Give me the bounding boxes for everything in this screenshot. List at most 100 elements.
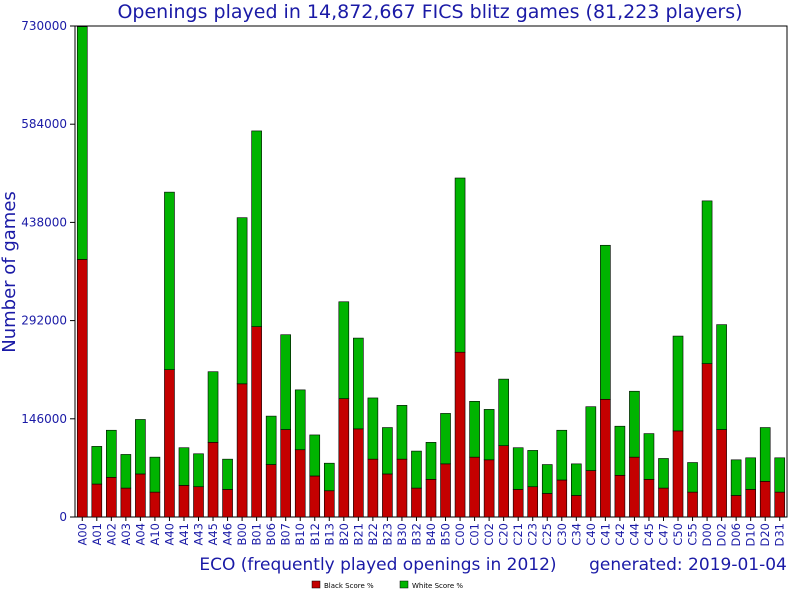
bar-black-c47: [658, 487, 669, 518]
x-tick-label: B01: [250, 523, 264, 546]
bar-white-c45: [643, 433, 655, 480]
bar-black-c20: [498, 445, 509, 518]
bar-black-c00: [454, 351, 466, 518]
bar-black-b01: [251, 326, 262, 518]
bar-white-b12: [309, 434, 321, 477]
x-axis-label: ECO (frequently played openings in 2012): [199, 555, 556, 575]
bar-black-b40: [425, 479, 437, 518]
x-tick-label: B50: [439, 523, 453, 546]
bar-black-d06: [730, 495, 742, 518]
bar-black-a10: [149, 491, 161, 518]
bar-black-b07: [280, 429, 291, 518]
x-tick-label: A10: [148, 523, 162, 546]
bar-black-c21: [512, 489, 524, 518]
x-tick-label: C25: [540, 523, 554, 546]
bar-white-b01: [251, 130, 262, 327]
y-tick-label: 292000: [21, 314, 67, 328]
bar-black-c45: [643, 479, 655, 518]
x-tick-label: C02: [482, 523, 496, 546]
bar-white-b32: [411, 450, 422, 489]
generated-date: generated: 2019-01-04: [589, 555, 787, 575]
legend: Black Score % White Score %: [311, 580, 463, 590]
bar-white-a02: [106, 429, 117, 478]
x-tick-label: A45: [206, 523, 220, 546]
bar-white-b00: [236, 217, 248, 385]
bar-white-a45: [207, 371, 219, 443]
bar-white-c55: [687, 462, 698, 493]
bar-white-c34: [571, 463, 582, 496]
bar-black-b06: [265, 464, 277, 518]
bar-white-b30: [396, 405, 408, 460]
bar-black-c55: [687, 491, 698, 518]
bar-white-a46: [222, 458, 233, 490]
bar-black-d02: [716, 429, 727, 518]
bar-black-a02: [106, 477, 117, 518]
bar-black-a40: [164, 369, 175, 518]
x-tick-label: B23: [380, 523, 394, 546]
bar-white-c50: [672, 335, 684, 432]
bar-white-b13: [323, 462, 335, 492]
x-tick-label: B30: [395, 523, 409, 546]
x-tick-label: C44: [627, 523, 641, 546]
x-tick-label: A40: [162, 523, 176, 546]
bar-white-c02: [483, 409, 495, 461]
x-tick-label: C01: [468, 523, 482, 546]
bar-white-a40: [164, 191, 175, 370]
x-tick-label: A01: [90, 523, 104, 546]
x-tick-label: A03: [119, 523, 133, 546]
y-tick-label: 730000: [21, 19, 67, 33]
x-tick-label: D10: [744, 523, 758, 547]
bar-black-c02: [483, 459, 495, 518]
x-tick-label: A02: [104, 523, 118, 546]
bar-white-c25: [541, 464, 553, 494]
bar-black-c41: [600, 398, 611, 518]
x-tick-label: C50: [671, 523, 685, 546]
bar-white-b40: [425, 442, 437, 480]
x-tick-label: B13: [322, 523, 336, 546]
bar-black-b13: [323, 490, 335, 518]
x-tick-label: B20: [337, 523, 351, 546]
bar-white-d06: [730, 459, 742, 496]
x-tick-label: B10: [293, 523, 307, 546]
bar-white-c44: [629, 390, 640, 458]
bar-black-a41: [178, 485, 190, 518]
bar-white-c21: [512, 447, 524, 490]
legend-label-black: Black Score %: [324, 582, 374, 590]
bar-white-d00: [701, 200, 713, 364]
bar-black-b30: [396, 458, 408, 518]
bar-black-c50: [672, 430, 684, 518]
x-tick-label: C00: [453, 523, 467, 546]
bar-black-b12: [309, 475, 321, 518]
x-tick-label: C47: [656, 523, 670, 546]
bar-white-b10: [294, 389, 306, 451]
bar-black-c40: [585, 470, 597, 518]
bar-black-c25: [541, 493, 553, 518]
x-tick-label: C30: [555, 523, 569, 546]
bar-black-c23: [527, 486, 539, 518]
x-tick-label: C20: [497, 523, 511, 546]
bar-white-d02: [716, 324, 727, 430]
x-tick-label: C42: [613, 523, 627, 546]
x-tick-label: B22: [366, 523, 380, 546]
bar-black-c42: [614, 474, 626, 518]
x-tick-label: C45: [642, 523, 656, 546]
bar-white-c20: [498, 378, 509, 447]
x-tick-label: C34: [569, 523, 583, 546]
x-tick-label: B12: [308, 523, 322, 546]
bar-white-d10: [745, 457, 756, 490]
legend-swatch-black: [311, 580, 321, 589]
bar-white-c41: [600, 244, 611, 400]
bar-black-d10: [745, 489, 756, 518]
bar-black-a46: [222, 489, 233, 518]
x-tick-label: B21: [351, 523, 365, 546]
plot-area: 0 146000 292000 438000 584000 730000 A00 A01 A02…: [21, 19, 788, 547]
bar-white-c30: [556, 429, 568, 481]
bar-white-c23: [527, 450, 539, 488]
bar-black-c01: [469, 456, 480, 518]
bar-white-a03: [120, 454, 132, 489]
bar-black-b22: [367, 458, 379, 518]
bar-black-b00: [236, 383, 248, 518]
x-tick-label: C41: [598, 523, 612, 546]
y-axis-label: Number of games: [0, 191, 20, 353]
